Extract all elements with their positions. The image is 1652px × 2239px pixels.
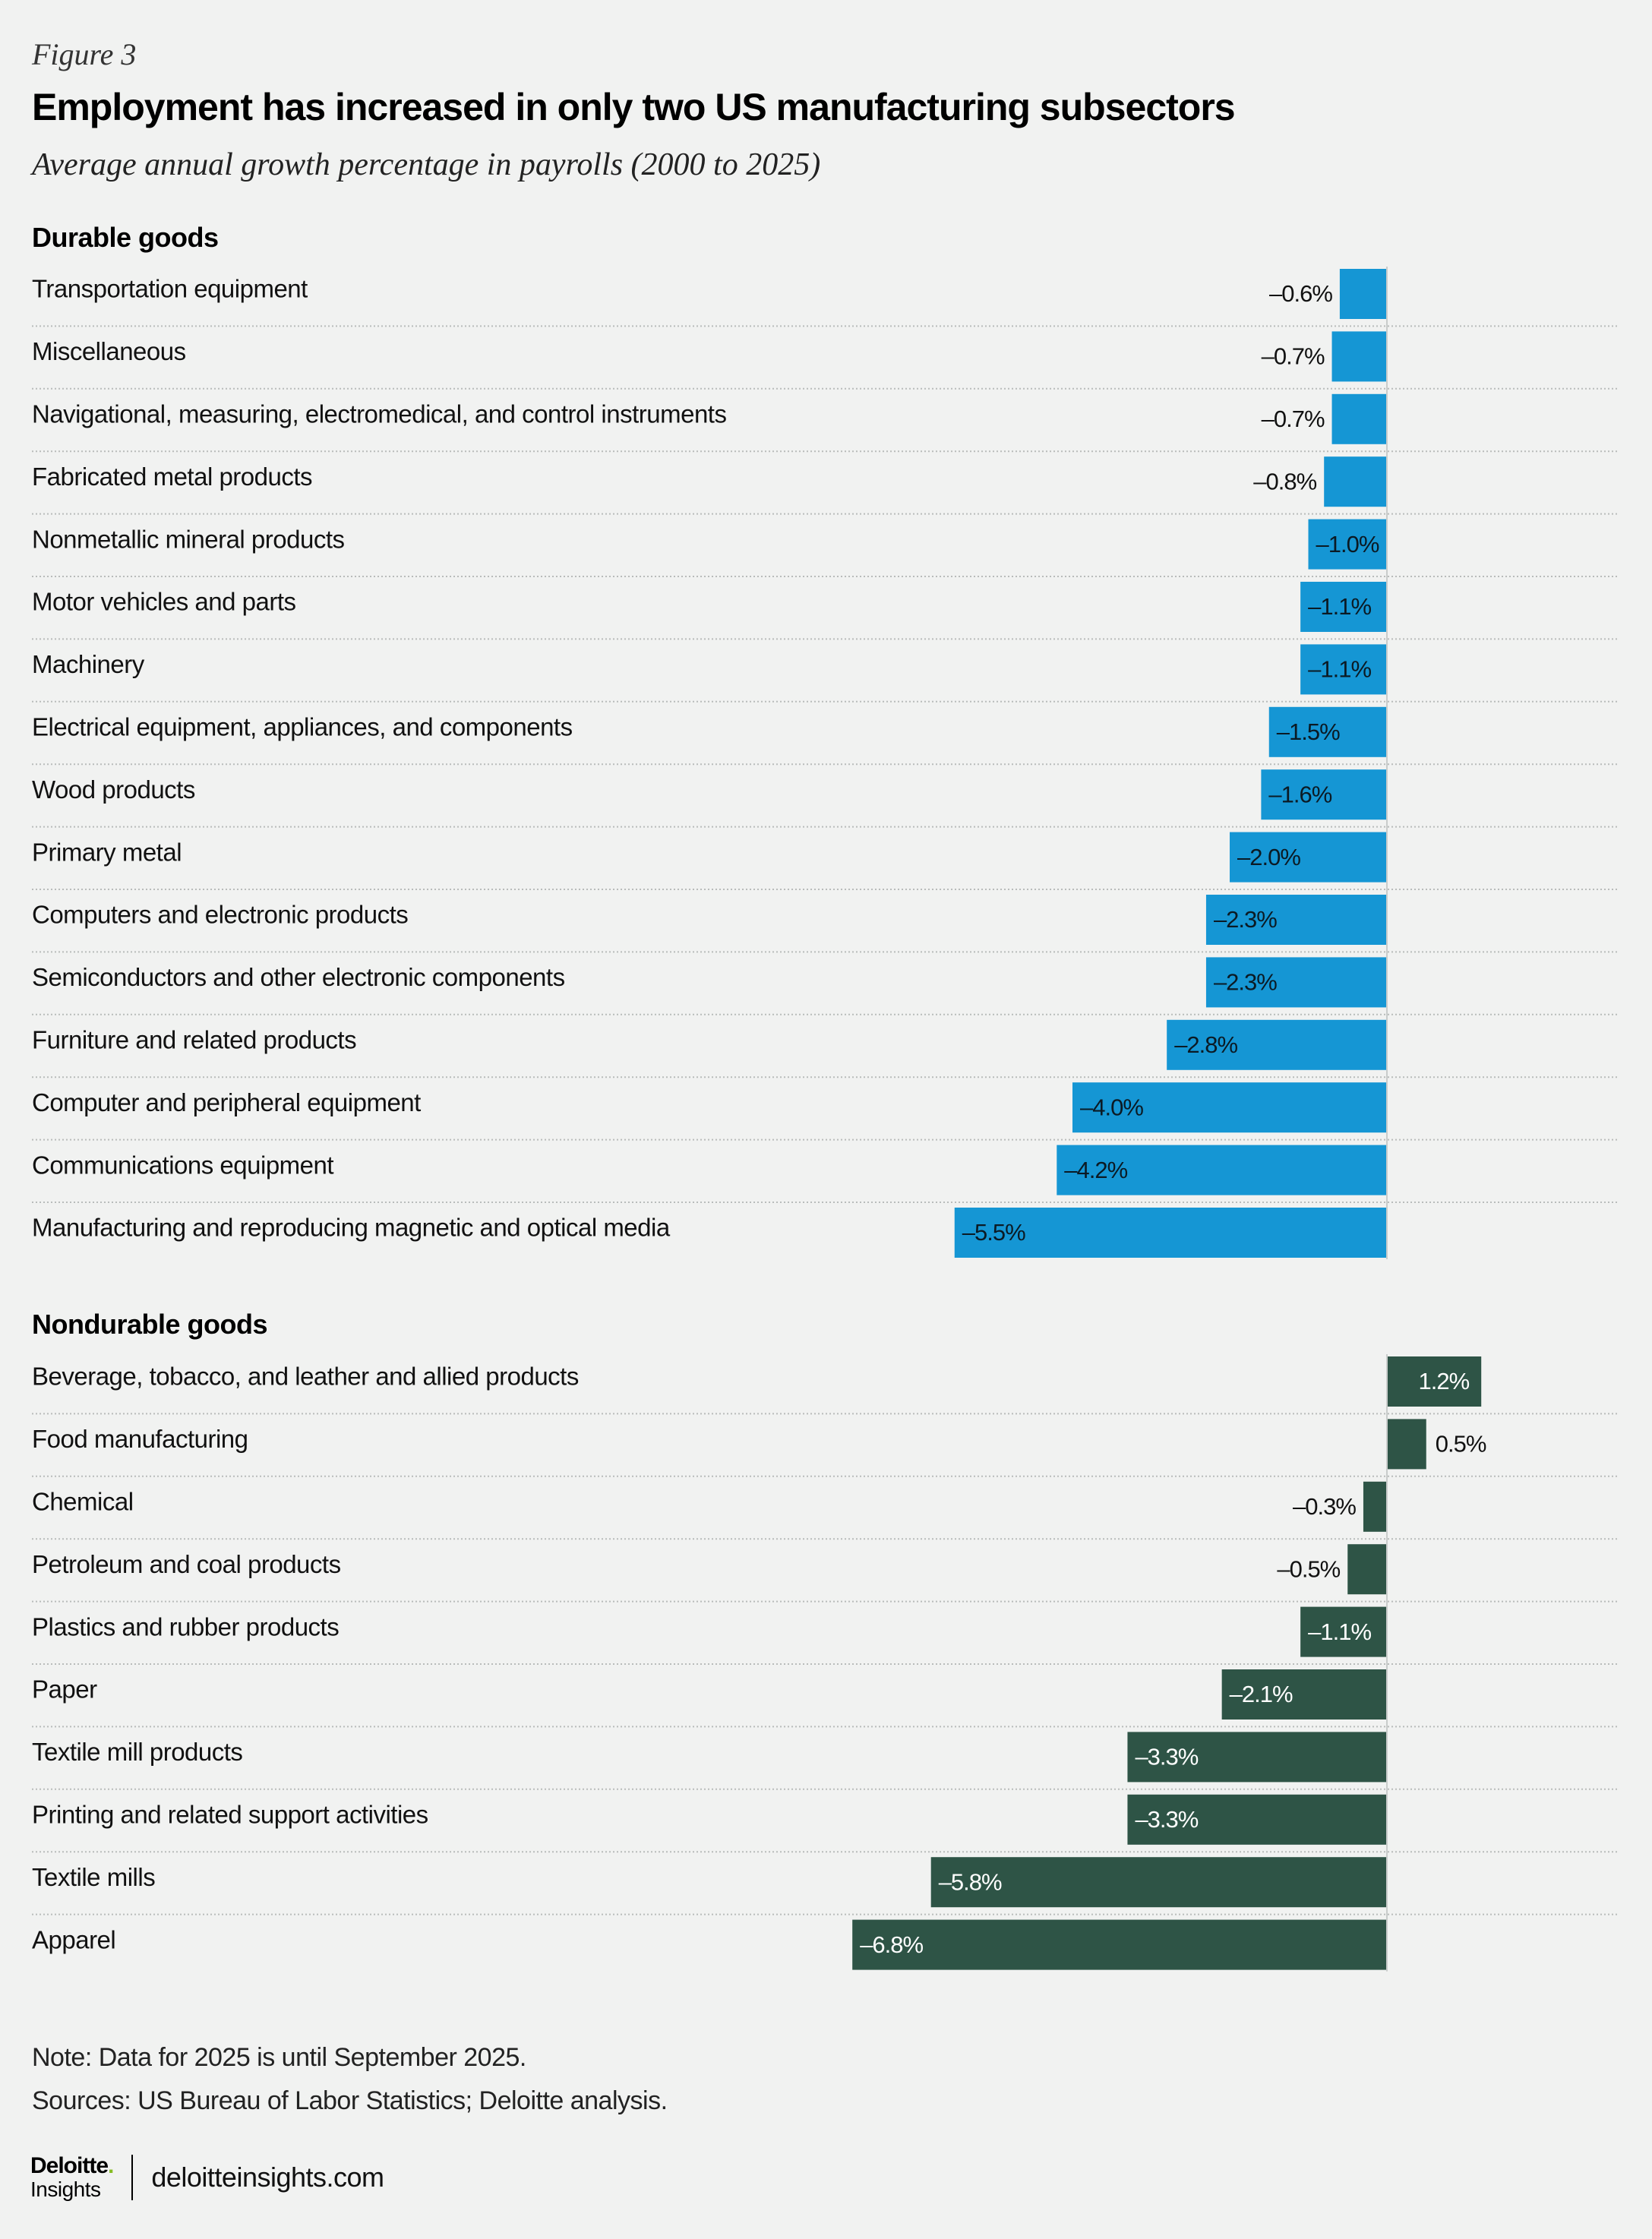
durable-bar	[1230, 832, 1387, 883]
logo-wordmark: Deloitte	[30, 2153, 109, 2178]
logo-insights: Insights	[30, 2177, 101, 2201]
durable-bar	[1331, 393, 1387, 444]
logo-green-dot: .	[108, 2153, 114, 2178]
category-label: Petroleum and coal products	[32, 1550, 341, 1578]
chart-note: Note: Data for 2025 is until September 2…	[32, 2043, 526, 2072]
value-label: –1.6%	[1268, 781, 1331, 807]
durable-bar	[1205, 895, 1387, 945]
nondurable-goods-heading: Nondurable goods	[32, 1309, 268, 1340]
category-label: Miscellaneous	[32, 337, 186, 365]
category-label: Apparel	[32, 1925, 115, 1953]
durable-bar	[1300, 582, 1387, 632]
category-label: Food manufacturing	[32, 1425, 248, 1453]
nondurable-bar	[1347, 1544, 1387, 1595]
category-label: Semiconductors and other electronic comp…	[32, 963, 565, 991]
durable-bar	[1057, 1145, 1387, 1195]
figure-label: Figure 3	[32, 37, 137, 71]
value-label: –2.8%	[1174, 1031, 1237, 1058]
value-label: –1.1%	[1308, 656, 1371, 683]
value-label: –0.8%	[1253, 468, 1316, 494]
value-label: 0.5%	[1436, 1431, 1486, 1457]
value-label: –0.5%	[1277, 1555, 1340, 1582]
deloitte-insights-logo: Deloitte. Insights	[30, 2153, 114, 2201]
value-label: –0.6%	[1269, 280, 1332, 307]
nondurable-bar	[1127, 1732, 1387, 1783]
nondurable-bar	[1363, 1481, 1387, 1532]
value-label: –5.8%	[939, 1868, 1002, 1895]
category-label: Motor vehicles and parts	[32, 588, 296, 616]
value-label: –5.5%	[962, 1219, 1025, 1246]
nondurable-bar	[852, 1919, 1387, 1970]
durable-goods-heading: Durable goods	[32, 222, 219, 253]
value-label: –2.0%	[1237, 844, 1300, 870]
category-label: Chemical	[32, 1488, 134, 1516]
chart-sources: Sources: US Bureau of Labor Statistics; …	[32, 2086, 668, 2115]
nondurable-bar	[1127, 1794, 1387, 1845]
category-label: Communications equipment	[32, 1151, 333, 1179]
durable-bar	[1268, 706, 1387, 757]
durable-bar	[1324, 456, 1387, 507]
category-label: Furniture and related products	[32, 1026, 356, 1054]
value-label: –0.7%	[1262, 343, 1325, 370]
category-label: Wood products	[32, 775, 195, 804]
footer: Deloitte. Insights deloitteinsights.com	[30, 2151, 384, 2204]
category-label: Machinery	[32, 650, 145, 678]
value-label: –1.1%	[1308, 593, 1371, 620]
category-label: Electrical equipment, appliances, and co…	[32, 713, 573, 741]
durable-bar	[1331, 331, 1387, 382]
value-label: 1.2%	[1419, 1368, 1470, 1394]
value-label: –1.0%	[1316, 531, 1379, 557]
category-label: Primary metal	[32, 838, 182, 866]
nondurable-bar	[930, 1857, 1387, 1908]
value-label: –0.3%	[1293, 1493, 1356, 1520]
nondurable-bar	[1221, 1669, 1387, 1720]
durable-bar	[1308, 519, 1387, 570]
footer-divider	[131, 2155, 134, 2200]
durable-bar	[1205, 957, 1387, 1008]
category-label: Navigational, measuring, electromedical,…	[32, 400, 726, 428]
value-label: –1.5%	[1277, 718, 1340, 745]
durable-bar	[954, 1208, 1387, 1258]
footer-website: deloitteinsights.com	[151, 2162, 384, 2193]
nondurable-bar	[1387, 1356, 1482, 1407]
nondurable-bar	[1387, 1419, 1426, 1470]
durable-bar	[1300, 644, 1387, 695]
value-label: –2.1%	[1230, 1681, 1293, 1707]
durable-bar	[1167, 1019, 1387, 1070]
value-label: –4.2%	[1064, 1157, 1127, 1183]
durable-bar	[1261, 769, 1387, 820]
category-label: Manufacturing and reproducing magnetic a…	[32, 1214, 671, 1242]
category-label: Textile mill products	[32, 1738, 242, 1766]
value-label: –1.1%	[1308, 1618, 1371, 1645]
category-label: Printing and related support activities	[32, 1801, 428, 1829]
durable-bar	[1072, 1082, 1387, 1133]
nondurable-bar	[1300, 1606, 1387, 1657]
category-label: Paper	[32, 1675, 97, 1704]
chart-title: Employment has increased in only two US …	[32, 86, 1236, 128]
value-label: –3.3%	[1135, 1744, 1198, 1770]
category-label: Transportation equipment	[32, 275, 308, 303]
value-label: –0.7%	[1262, 406, 1325, 432]
category-label: Computers and electronic products	[32, 901, 408, 929]
value-label: –2.3%	[1214, 906, 1277, 933]
category-label: Computer and peripheral equipment	[32, 1088, 421, 1116]
chart-subtitle: Average annual growth percentage in payr…	[32, 147, 821, 182]
category-label: Nonmetallic mineral products	[32, 525, 345, 553]
category-label: Fabricated metal products	[32, 463, 312, 491]
durable-bar	[1339, 269, 1387, 319]
value-label: –4.0%	[1080, 1094, 1143, 1120]
value-label: –2.3%	[1214, 969, 1277, 996]
category-label: Textile mills	[32, 1863, 155, 1891]
value-label: –3.3%	[1135, 1806, 1198, 1833]
value-label: –6.8%	[860, 1931, 923, 1958]
category-label: Beverage, tobacco, and leather and allie…	[32, 1363, 579, 1391]
category-label: Plastics and rubber products	[32, 1612, 339, 1641]
